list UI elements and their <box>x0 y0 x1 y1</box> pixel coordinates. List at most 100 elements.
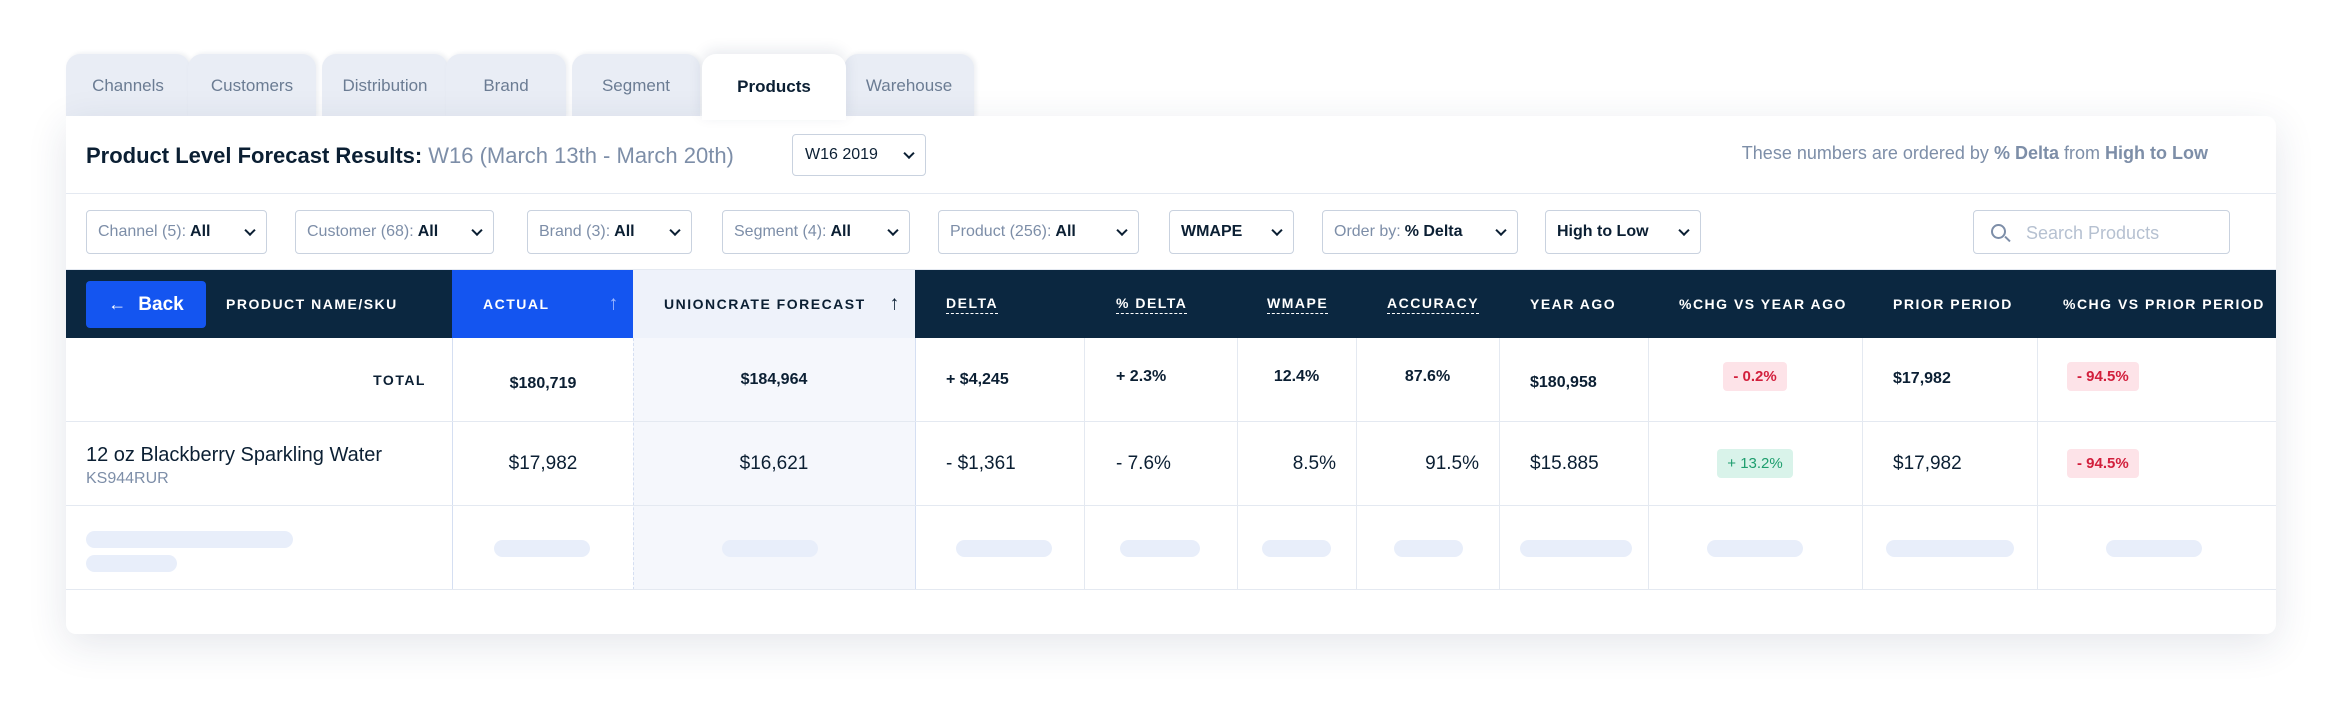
total-accuracy: 87.6% <box>1404 367 1451 385</box>
col-header-actual[interactable]: ACTUAL ↑ <box>452 270 634 338</box>
row-delta: - $1,361 <box>946 452 1016 474</box>
tab-channels[interactable]: Channels <box>66 54 190 118</box>
search-input[interactable] <box>2026 221 2216 245</box>
row-pct-delta: - 7.6% <box>1116 452 1171 474</box>
channel-filter[interactable]: Channel (5): All <box>86 210 267 254</box>
sort-up-icon[interactable]: ↑ <box>889 292 901 315</box>
skeleton-bar <box>1520 540 1632 557</box>
chevron-down-icon <box>1116 224 1128 237</box>
col-header-delta-label: DELTA <box>946 295 999 314</box>
total-wmape: 12.4% <box>1273 367 1320 385</box>
search-box <box>1973 210 2230 254</box>
tab-segment[interactable]: Segment <box>572 54 700 118</box>
customer-filter[interactable]: Customer (68): All <box>295 210 494 254</box>
filter-bar: Channel (5): All Customer (68): All Brand … <box>66 194 2276 270</box>
total-prior-period: $17,982 <box>1893 369 1951 387</box>
product-sku: KS944RUR <box>86 470 169 487</box>
total-chg-prior: - 94.5% <box>2067 335 2139 418</box>
sort-up-icon[interactable]: ↑ <box>608 292 620 315</box>
brand-filter[interactable]: Brand (3): All <box>527 210 692 254</box>
order-by-value: % Delta <box>1404 223 1463 240</box>
direction-select-value: High to Low <box>1557 223 1649 240</box>
col-header-chg-prior-label: %CHG VS PRIOR PERIOD <box>2063 296 2265 312</box>
week-select[interactable]: W16 2019 <box>792 134 926 176</box>
customer-filter-value: All <box>417 223 439 240</box>
column-divider <box>2037 338 2038 590</box>
customer-filter-label: Customer (68): <box>307 223 414 240</box>
table-row[interactable]: 12 oz Blackberry Sparkling Water KS944RU… <box>66 422 2276 506</box>
chevron-down-icon <box>244 224 256 237</box>
skeleton-bar <box>956 540 1052 557</box>
segment-filter[interactable]: Segment (4): All <box>722 210 910 254</box>
total-delta: + $4,245 <box>946 370 1009 388</box>
skeleton-bar <box>1120 540 1200 557</box>
col-header-prior-period-label: PRIOR PERIOD <box>1893 296 2013 312</box>
segment-filter-value: All <box>830 223 851 240</box>
col-header-forecast[interactable]: UNIONCRATE FORECAST ↑ <box>633 270 915 338</box>
segment-filter-label: Segment (4): <box>734 223 827 240</box>
order-note: These numbers are ordered by % Delta fro… <box>1742 143 2208 164</box>
total-label: TOTAL <box>373 371 426 388</box>
forecast-results-panel: Product Level Forecast Results: W16 (Marc… <box>66 116 2276 634</box>
row-actual: $17,982 <box>508 452 578 474</box>
tab-products[interactable]: Products <box>702 54 846 120</box>
direction-select[interactable]: High to Low <box>1545 210 1701 254</box>
row-prior-period: $17,982 <box>1893 452 1962 474</box>
column-divider <box>1499 338 1500 590</box>
back-button[interactable]: ← Back <box>86 281 206 328</box>
total-chg-year-ago: - 0.2% <box>1648 335 1862 418</box>
order-by-select[interactable]: Order by:% Delta <box>1322 210 1518 254</box>
metric-select[interactable]: WMAPE <box>1169 210 1294 254</box>
skeleton-bar <box>86 555 177 572</box>
table-header: ← Back PRODUCT NAME/SKU ACTUAL ↑ UNIONCRA… <box>66 270 2276 338</box>
col-header-prior-period[interactable]: PRIOR PERIOD <box>1893 270 2013 338</box>
product-filter-label: Product (256): <box>950 223 1052 240</box>
negative-change-badge: - 0.2% <box>1723 362 1787 391</box>
column-divider <box>1084 338 1085 590</box>
product-filter[interactable]: Product (256): All <box>938 210 1139 254</box>
column-divider <box>1237 338 1238 590</box>
search-icon <box>1991 224 2006 239</box>
results-header: Product Level Forecast Results: W16 (Marc… <box>66 116 2276 194</box>
row-accuracy: 91.5% <box>1425 452 1479 474</box>
skeleton-bar <box>722 540 818 557</box>
col-header-product[interactable]: PRODUCT NAME/SKU <box>226 270 516 338</box>
total-year-ago: $180,958 <box>1530 373 1597 391</box>
col-header-year-ago[interactable]: YEAR AGO <box>1530 270 1616 338</box>
product-name[interactable]: 12 oz Blackberry Sparkling Water <box>86 444 383 466</box>
col-header-chg-year-ago[interactable]: %CHG VS YEAR AGO <box>1679 270 1847 338</box>
page-subtitle: W16 (March 13th - March 20th) <box>428 143 734 168</box>
tab-brand[interactable]: Brand <box>446 54 566 118</box>
col-header-accuracy[interactable]: ACCURACY <box>1387 270 1480 338</box>
col-header-product-label: PRODUCT NAME/SKU <box>226 296 398 312</box>
column-divider <box>1356 338 1357 590</box>
skeleton-bar <box>494 540 590 557</box>
col-header-actual-label: ACTUAL <box>483 296 550 312</box>
col-header-delta[interactable]: DELTA <box>946 270 999 338</box>
brand-filter-value: All <box>614 223 635 240</box>
tab-warehouse[interactable]: Warehouse <box>844 54 974 118</box>
tab-distribution[interactable]: Distribution <box>322 54 448 118</box>
tab-customers[interactable]: Customers <box>188 54 316 118</box>
column-divider <box>915 338 916 590</box>
back-arrow-icon: ← <box>108 294 127 314</box>
skeleton-bar <box>2106 540 2202 557</box>
column-divider <box>452 338 453 590</box>
col-header-pct-delta[interactable]: % DELTA <box>1116 270 1188 338</box>
order-note-mid: from <box>2064 143 2100 163</box>
row-chg-year-ago: + 13.2% <box>1648 422 1862 505</box>
col-header-forecast-label: UNIONCRATE FORECAST <box>664 296 866 312</box>
loading-row <box>66 506 2276 590</box>
row-chg-prior: - 94.5% <box>2067 422 2139 505</box>
col-header-wmape[interactable]: WMAPE <box>1267 270 1329 338</box>
order-by-label: Order by: <box>1334 223 1401 240</box>
col-header-accuracy-label: ACCURACY <box>1387 295 1480 314</box>
positive-change-badge: + 13.2% <box>1717 449 1793 478</box>
total-pct-delta: + 2.3% <box>1116 367 1167 385</box>
channel-filter-value: All <box>190 223 211 240</box>
column-divider <box>633 338 634 590</box>
negative-change-badge: - 94.5% <box>2067 449 2139 478</box>
col-header-chg-prior[interactable]: %CHG VS PRIOR PERIOD <box>2063 270 2265 338</box>
page-title-text: Product Level Forecast Results: <box>86 143 423 168</box>
col-header-wmape-label: WMAPE <box>1267 295 1329 314</box>
